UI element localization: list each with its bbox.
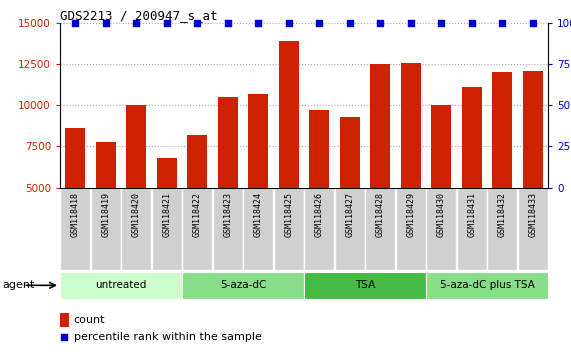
Text: 5-aza-dC plus TSA: 5-aza-dC plus TSA — [440, 280, 534, 290]
Text: GDS2213 / 200947_s_at: GDS2213 / 200947_s_at — [60, 9, 218, 22]
Point — [498, 20, 507, 26]
Bar — [523, 71, 543, 188]
FancyBboxPatch shape — [518, 188, 548, 270]
FancyBboxPatch shape — [365, 188, 395, 270]
Text: GSM118420: GSM118420 — [132, 192, 140, 237]
Point — [60, 334, 69, 340]
Text: GSM118429: GSM118429 — [407, 192, 415, 237]
Text: GSM118433: GSM118433 — [528, 192, 537, 237]
Text: GSM118426: GSM118426 — [315, 192, 324, 237]
Text: GSM118422: GSM118422 — [193, 192, 202, 237]
Point — [345, 20, 355, 26]
Text: GSM118418: GSM118418 — [71, 192, 80, 237]
FancyBboxPatch shape — [61, 188, 90, 270]
Text: GSM118423: GSM118423 — [223, 192, 232, 237]
Text: GSM118427: GSM118427 — [345, 192, 355, 237]
Text: untreated: untreated — [95, 280, 147, 290]
Bar — [126, 105, 146, 188]
Bar — [65, 129, 85, 188]
Bar — [371, 64, 390, 188]
FancyBboxPatch shape — [91, 188, 120, 270]
Point — [192, 20, 202, 26]
Text: GSM118431: GSM118431 — [468, 192, 476, 237]
Bar — [60, 313, 69, 327]
Bar — [492, 72, 512, 188]
Bar — [187, 135, 207, 188]
Point — [71, 20, 80, 26]
Text: 5-aza-dC: 5-aza-dC — [220, 280, 266, 290]
Point — [407, 20, 416, 26]
Text: TSA: TSA — [355, 280, 375, 290]
Point — [132, 20, 141, 26]
FancyBboxPatch shape — [426, 272, 548, 299]
Bar — [340, 117, 360, 188]
FancyBboxPatch shape — [182, 188, 212, 270]
Point — [467, 20, 476, 26]
FancyBboxPatch shape — [274, 188, 304, 270]
Point — [528, 20, 537, 26]
Text: GSM118425: GSM118425 — [284, 192, 293, 237]
FancyBboxPatch shape — [427, 188, 456, 270]
Bar — [432, 105, 451, 188]
Point — [254, 20, 263, 26]
FancyBboxPatch shape — [182, 272, 304, 299]
FancyBboxPatch shape — [152, 188, 182, 270]
Point — [162, 20, 171, 26]
Text: GSM118428: GSM118428 — [376, 192, 385, 237]
Point — [437, 20, 446, 26]
FancyBboxPatch shape — [335, 188, 365, 270]
Bar — [96, 142, 116, 188]
Bar — [309, 110, 329, 188]
Text: GSM118424: GSM118424 — [254, 192, 263, 237]
Bar — [248, 94, 268, 188]
FancyBboxPatch shape — [243, 188, 274, 270]
Point — [284, 20, 293, 26]
Text: agent: agent — [3, 280, 35, 290]
Bar — [462, 87, 482, 188]
Text: GSM118430: GSM118430 — [437, 192, 446, 237]
Bar — [157, 158, 176, 188]
Point — [223, 20, 232, 26]
FancyBboxPatch shape — [488, 188, 517, 270]
FancyBboxPatch shape — [304, 272, 426, 299]
Text: GSM118419: GSM118419 — [101, 192, 110, 237]
FancyBboxPatch shape — [457, 188, 487, 270]
FancyBboxPatch shape — [60, 272, 182, 299]
Bar — [279, 41, 299, 188]
Text: GSM118421: GSM118421 — [162, 192, 171, 237]
FancyBboxPatch shape — [396, 188, 426, 270]
Point — [376, 20, 385, 26]
Point — [315, 20, 324, 26]
Point — [101, 20, 110, 26]
FancyBboxPatch shape — [213, 188, 243, 270]
FancyBboxPatch shape — [121, 188, 151, 270]
FancyBboxPatch shape — [304, 188, 334, 270]
Text: GSM118432: GSM118432 — [498, 192, 507, 237]
Bar — [401, 63, 421, 188]
Bar — [218, 97, 238, 188]
Text: percentile rank within the sample: percentile rank within the sample — [74, 332, 262, 342]
Text: count: count — [74, 315, 105, 325]
